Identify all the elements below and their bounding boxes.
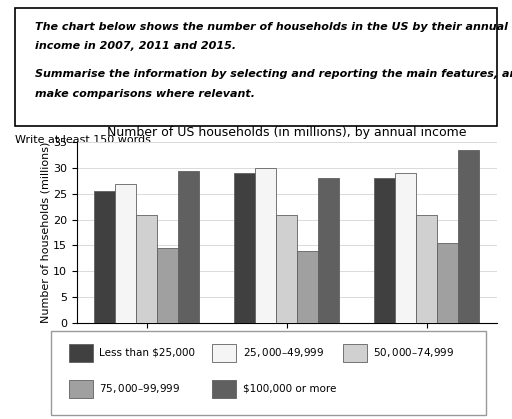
Text: Less than $25,000: Less than $25,000 [99,347,195,357]
Text: Summarise the information by selecting and reporting the main features, and: Summarise the information by selecting a… [35,70,512,79]
Bar [234,173,255,323]
Y-axis label: Number of households (millions): Number of households (millions) [40,142,50,323]
Text: $50,000–$74,999: $50,000–$74,999 [373,346,454,359]
Bar [157,248,178,323]
Bar [178,171,199,323]
Bar [69,380,93,398]
Bar [136,215,157,323]
Text: Write at least 150 words.: Write at least 150 words. [15,135,155,145]
Text: The chart below shows the number of households in the US by their annual: The chart below shows the number of hous… [35,23,507,32]
Bar [212,380,236,398]
Bar [318,178,339,323]
Bar [276,215,297,323]
Text: income in 2007, 2011 and 2015.: income in 2007, 2011 and 2015. [35,41,236,51]
Bar [255,168,276,323]
Text: $100,000 or more: $100,000 or more [243,383,336,393]
Title: Number of US households (in millions), by annual income: Number of US households (in millions), b… [107,126,466,139]
Bar [416,215,437,323]
Text: make comparisons where relevant.: make comparisons where relevant. [35,89,254,99]
Bar [395,173,416,323]
Bar [297,251,318,323]
Text: $75,000–$99,999: $75,000–$99,999 [99,382,180,395]
Bar [115,184,136,323]
Bar [458,150,479,323]
FancyBboxPatch shape [15,8,497,126]
Bar [212,344,236,362]
Bar [69,344,93,362]
X-axis label: Year: Year [275,345,298,355]
FancyBboxPatch shape [51,331,486,415]
Bar [437,243,458,323]
Bar [343,344,367,362]
Text: $25,000–$49,999: $25,000–$49,999 [243,346,324,359]
Bar [94,191,115,323]
Bar [374,178,395,323]
